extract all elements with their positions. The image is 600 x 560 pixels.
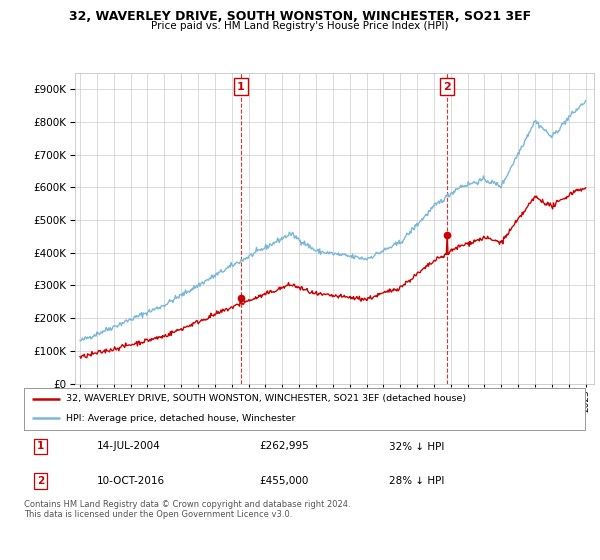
Text: £455,000: £455,000 (260, 475, 309, 486)
Text: 32, WAVERLEY DRIVE, SOUTH WONSTON, WINCHESTER, SO21 3EF (detached house): 32, WAVERLEY DRIVE, SOUTH WONSTON, WINCH… (66, 394, 466, 403)
Text: 1: 1 (37, 441, 44, 451)
Text: 2: 2 (443, 82, 451, 92)
Text: Price paid vs. HM Land Registry's House Price Index (HPI): Price paid vs. HM Land Registry's House … (151, 21, 449, 31)
Text: 32% ↓ HPI: 32% ↓ HPI (389, 441, 444, 451)
Text: 10-OCT-2016: 10-OCT-2016 (97, 475, 165, 486)
Text: 1: 1 (237, 82, 245, 92)
Text: 2: 2 (37, 475, 44, 486)
Text: Contains HM Land Registry data © Crown copyright and database right 2024.
This d: Contains HM Land Registry data © Crown c… (24, 500, 350, 519)
Text: 14-JUL-2004: 14-JUL-2004 (97, 441, 161, 451)
Text: £262,995: £262,995 (260, 441, 310, 451)
Text: 32, WAVERLEY DRIVE, SOUTH WONSTON, WINCHESTER, SO21 3EF: 32, WAVERLEY DRIVE, SOUTH WONSTON, WINCH… (69, 10, 531, 23)
Text: HPI: Average price, detached house, Winchester: HPI: Average price, detached house, Winc… (66, 414, 296, 423)
Text: 28% ↓ HPI: 28% ↓ HPI (389, 475, 444, 486)
